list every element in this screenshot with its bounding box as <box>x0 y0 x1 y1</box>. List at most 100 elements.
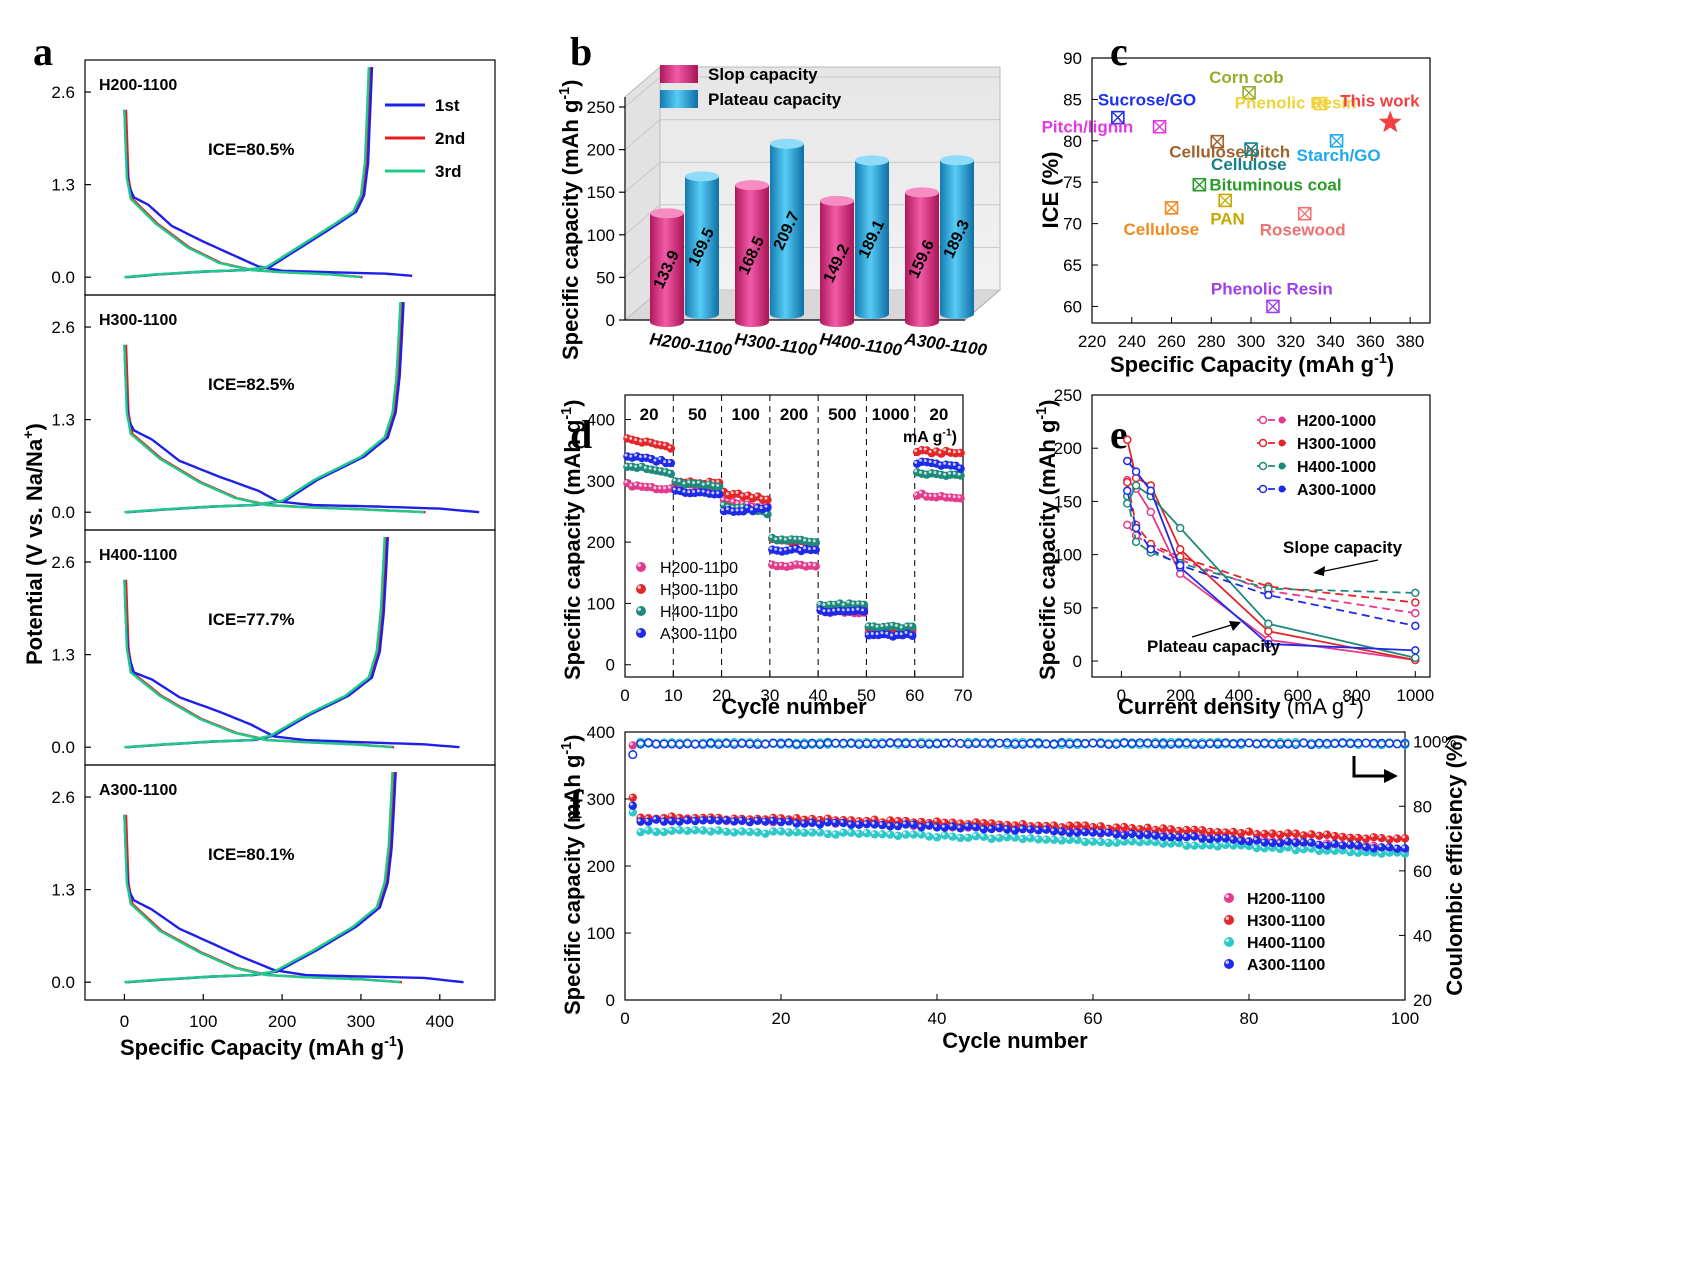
bar-body <box>770 143 804 319</box>
data-point-body <box>763 495 772 504</box>
slope-point <box>1131 523 1141 533</box>
capacity-point-body <box>878 820 887 830</box>
legend-marker-body <box>636 628 646 638</box>
legend-label: H200-1000 <box>1297 413 1376 430</box>
x-tick-label: 0 <box>120 1012 129 1031</box>
capacity-point-shine <box>668 813 672 817</box>
data-point-shine <box>851 608 855 612</box>
capacity-point <box>1042 825 1051 834</box>
capacity-point <box>1174 826 1184 836</box>
capacity-point-shine <box>863 830 867 834</box>
capacity-point <box>644 817 653 826</box>
bar-top <box>685 171 719 182</box>
capacity-point <box>1127 829 1137 838</box>
y-tick-label: 2.6 <box>51 553 75 572</box>
capacity-point-shine <box>1339 842 1343 846</box>
star-marker <box>1378 110 1402 133</box>
capacity-point-body <box>730 828 739 837</box>
data-point <box>714 490 724 499</box>
data-point-shine <box>783 537 787 541</box>
capacity-point-body <box>1252 836 1262 845</box>
capacity-point-shine <box>1386 844 1390 848</box>
panel-d-rate-performance: 0 10 20 30 40 50 60 70 0 100 200 300 400 20 50 100 200 50… <box>559 394 972 719</box>
x-tick-label: 800 <box>1342 686 1370 705</box>
capacity-point-shine <box>1238 830 1242 834</box>
capacity-point <box>1377 843 1386 852</box>
capacity-point <box>987 834 996 844</box>
capacity-point-shine <box>1199 835 1203 839</box>
data-point-shine <box>885 631 889 635</box>
capacity-point-body <box>776 827 786 836</box>
x-tick-label: 360 <box>1356 332 1384 351</box>
data-point-shine <box>880 631 884 635</box>
data-point-shine <box>812 563 816 567</box>
capacity-point-shine <box>856 821 860 825</box>
capacity-point-shine <box>887 831 891 835</box>
capacity-point <box>1361 843 1371 852</box>
capacity-point-body <box>948 832 957 841</box>
curve-1st-charge <box>127 302 405 514</box>
subpanel-frame <box>84 59 496 296</box>
capacity-point <box>956 833 965 843</box>
legend-marker-shine <box>637 607 641 611</box>
capacity-point-body <box>1322 841 1332 850</box>
data-point-shine <box>793 536 797 540</box>
capacity-point <box>652 827 661 837</box>
legend-filled-marker <box>1278 485 1286 493</box>
capacity-point-body <box>1065 835 1074 845</box>
data-point <box>956 464 965 473</box>
capacity-point-shine <box>832 831 836 835</box>
capacity-point <box>636 817 645 826</box>
capacity-point <box>1096 822 1106 831</box>
capacity-point-shine <box>879 831 883 835</box>
capacity-point <box>1096 828 1106 838</box>
capacity-point <box>878 820 887 830</box>
capacity-point <box>1088 837 1098 846</box>
capacity-point <box>1065 828 1074 837</box>
capacity-point <box>1221 828 1230 837</box>
data-point-shine <box>846 608 850 612</box>
capacity-point <box>1221 834 1230 843</box>
capacity-point-body <box>1034 835 1043 844</box>
capacity-point-body <box>964 822 973 831</box>
data-point-body <box>666 469 676 479</box>
capacity-point-body <box>1385 843 1394 852</box>
data-point-shine <box>933 448 937 452</box>
y-tick-label: 400 <box>587 723 615 742</box>
data-point-shine <box>861 608 865 612</box>
legend-marker <box>1224 959 1234 969</box>
data-point-shine <box>692 481 696 485</box>
capacity-point-body <box>652 815 661 824</box>
capacity-point-shine <box>762 818 766 822</box>
data-point-shine <box>658 486 662 490</box>
x-axis-label: Cycle number <box>721 694 867 719</box>
total-point <box>1175 545 1185 554</box>
capacity-point-body <box>1182 832 1191 842</box>
capacity-point <box>769 816 778 826</box>
data-point-shine <box>735 490 739 494</box>
y-tick-label: 1.3 <box>51 176 75 195</box>
data-point <box>956 494 965 503</box>
y-tick-label: 50 <box>596 268 615 287</box>
y-axis-label-main: Specific capacity (mAh g <box>560 420 585 680</box>
legend-label: H400-1100 <box>660 604 738 621</box>
data-point-shine <box>764 504 768 508</box>
rate-label: 100 <box>732 405 760 424</box>
capacity-point <box>753 816 762 826</box>
data-point-shine <box>957 495 961 499</box>
capacity-point-shine <box>910 821 914 825</box>
curve-2nd-discharge <box>124 109 363 279</box>
total-point <box>1131 467 1141 476</box>
rate-unit-label-sup: -1 <box>942 428 951 439</box>
capacity-point-shine <box>1370 845 1374 849</box>
data-point-shine <box>890 633 893 637</box>
capacity-point <box>940 823 949 832</box>
data-point-shine <box>957 472 961 476</box>
capacity-point-shine <box>1035 822 1039 826</box>
capacity-point-shine <box>1191 833 1195 837</box>
data-point-shine <box>754 505 758 509</box>
x-tick-label: 200 <box>1166 686 1194 705</box>
capacity-point-shine <box>887 823 891 827</box>
bar-slop-capacity-a300-1100: 159.6 <box>905 187 939 327</box>
